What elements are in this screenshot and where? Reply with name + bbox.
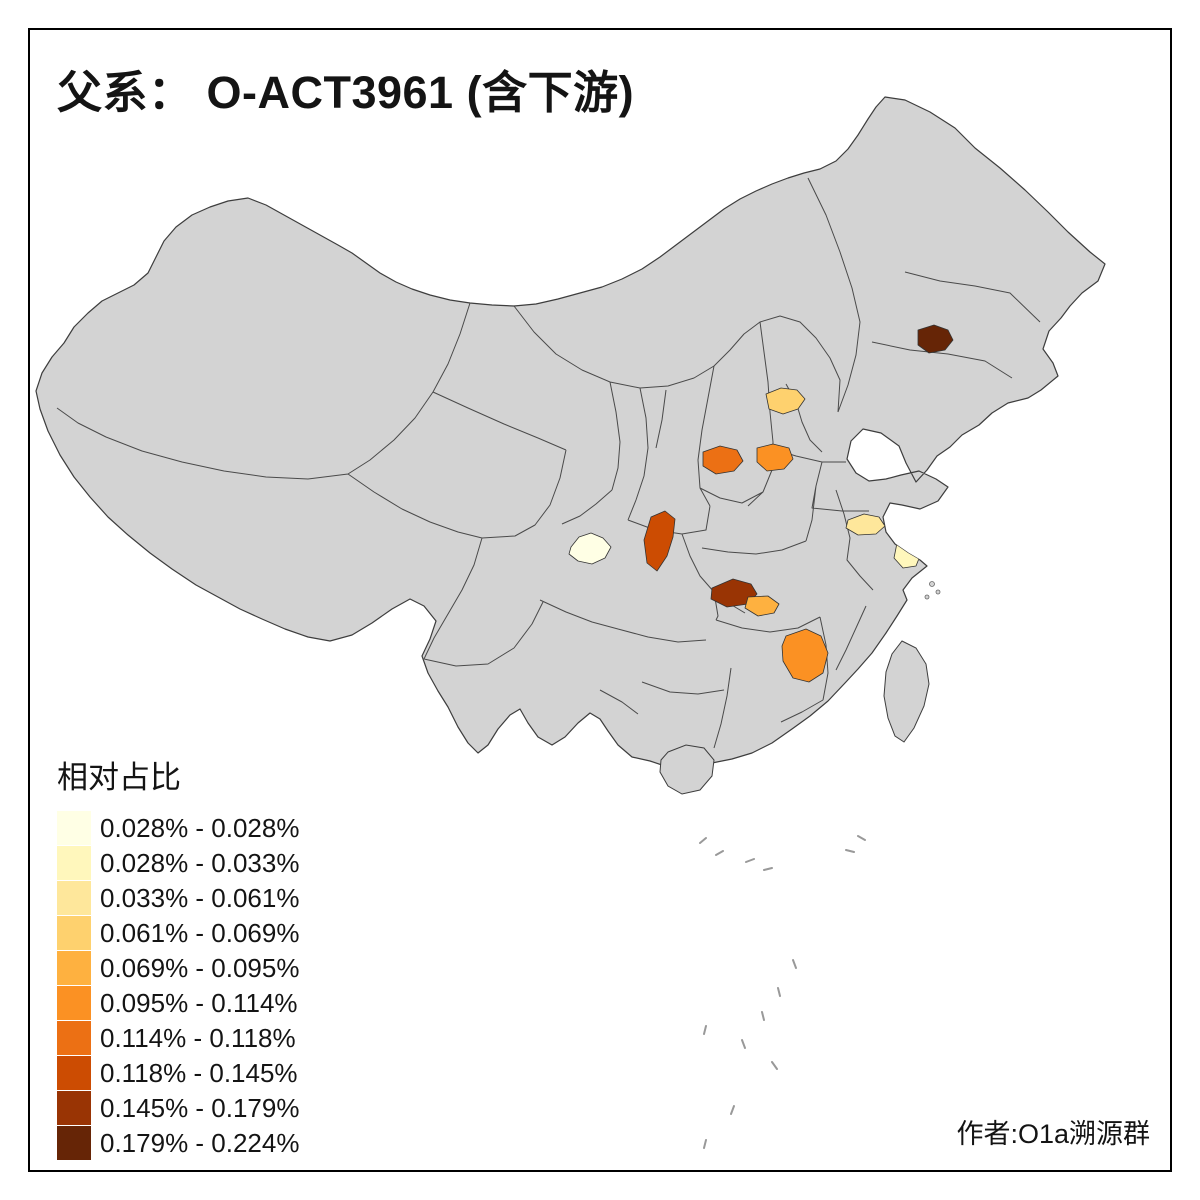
zhoushan-islands	[924, 581, 941, 600]
legend-label: 0.179% - 0.224%	[100, 1127, 300, 1158]
legend-swatch	[57, 811, 91, 845]
legend: 相对占比 0.028% - 0.028% 0.028% - 0.033% 0.0…	[57, 752, 299, 1161]
legend-swatch	[57, 881, 91, 915]
choropleth-region-hunan-jiangxi	[781, 628, 829, 683]
legend-swatch	[57, 951, 91, 985]
choropleth-region-southeast-shanxi	[756, 443, 794, 472]
legend-label: 0.061% - 0.069%	[100, 917, 300, 948]
legend-label: 0.069% - 0.095%	[100, 952, 300, 983]
legend-swatch	[57, 1021, 91, 1055]
legend-item: 0.179% - 0.224%	[57, 1126, 299, 1160]
choropleth-region-jiangsu	[845, 513, 886, 536]
legend-label: 0.095% - 0.114%	[100, 987, 298, 1018]
legend-item: 0.069% - 0.095%	[57, 951, 299, 985]
choropleth-region-sichuan	[568, 532, 612, 565]
legend-item: 0.095% - 0.114%	[57, 986, 299, 1020]
choropleth-region-north-shanxi	[765, 387, 806, 415]
hainan-island	[659, 744, 715, 795]
legend-swatch	[57, 916, 91, 950]
legend-item: 0.061% - 0.069%	[57, 916, 299, 950]
legend-label: 0.145% - 0.179%	[100, 1092, 300, 1123]
legend-item: 0.033% - 0.061%	[57, 881, 299, 915]
legend-title: 相对占比	[57, 760, 181, 795]
legend-label: 0.114% - 0.118%	[100, 1022, 296, 1053]
legend-swatch	[57, 1126, 91, 1160]
choropleth-region-south-shaanxi	[643, 510, 676, 572]
attribution: 作者:O1a溯源群	[956, 1119, 1150, 1149]
legend-swatch	[57, 1091, 91, 1125]
choropleth-region-central-hubei	[744, 595, 780, 617]
legend-label: 0.118% - 0.145%	[100, 1057, 298, 1088]
legend-swatch	[57, 846, 91, 880]
legend-swatch	[57, 1056, 91, 1090]
legend-item: 0.028% - 0.028%	[57, 811, 299, 845]
south-china-sea-marks	[699, 835, 866, 1149]
choropleth-region-southwest-shanxi	[702, 445, 744, 475]
legend-label: 0.028% - 0.028%	[100, 812, 300, 843]
province-borders	[56, 177, 1041, 749]
legend-item: 0.118% - 0.145%	[57, 1056, 299, 1090]
legend-swatch	[57, 986, 91, 1020]
plot-title: 父系： O-ACT3961 (含下游)	[57, 67, 635, 118]
taiwan-island	[883, 640, 930, 743]
legend-item: 0.028% - 0.033%	[57, 846, 299, 880]
legend-item: 0.145% - 0.179%	[57, 1091, 299, 1125]
legend-label: 0.033% - 0.061%	[100, 882, 300, 913]
legend-item: 0.114% - 0.118%	[57, 1021, 299, 1055]
choropleth-region-liaoning	[917, 324, 954, 354]
legend-label: 0.028% - 0.033%	[100, 847, 300, 878]
mainland-china-shape	[35, 96, 1106, 792]
